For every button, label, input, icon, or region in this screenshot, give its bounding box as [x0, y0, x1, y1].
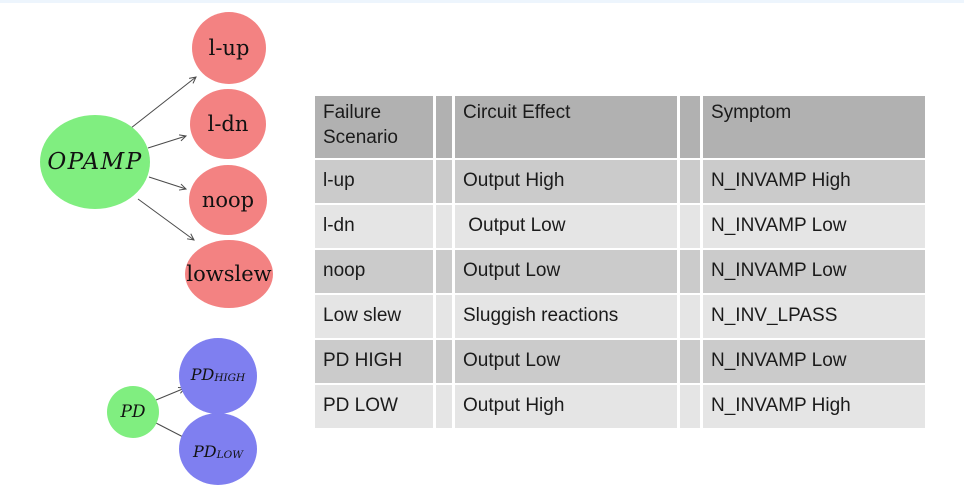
node-opamp-label: OPAMP	[47, 149, 142, 175]
cell-symptom: N_INVAMP High	[703, 385, 925, 428]
row-spacer	[436, 250, 452, 293]
col-header-failure-scenario: Failure Scenario	[315, 96, 433, 158]
col-header-symptom: Symptom	[703, 96, 925, 158]
header-spacer-2	[680, 96, 700, 158]
cell-effect: Sluggish reactions	[455, 295, 677, 338]
cell-scenario: noop	[315, 250, 433, 293]
row-spacer	[680, 385, 700, 428]
row-spacer	[680, 205, 700, 248]
node-lowslew-label: lowslew	[186, 262, 271, 286]
arrow-opamp-lowslew	[137, 198, 195, 241]
cell-effect: Output High	[455, 385, 677, 428]
header-spacer-1	[436, 96, 452, 158]
cell-effect: Output Low	[455, 250, 677, 293]
cell-scenario: PD HIGH	[315, 340, 433, 383]
node-pd-low-label: PDLOW	[192, 442, 244, 462]
cell-scenario: Low slew	[315, 295, 433, 338]
row-spacer	[436, 340, 452, 383]
node-noop-label: noop	[202, 188, 254, 212]
node-pd-high-label: PDHIGH	[190, 365, 246, 385]
fault-tree-diagram: OPAMP l-up l-dn noop lowslew PD PDHIGH P…	[40, 12, 273, 485]
row-spacer	[680, 295, 700, 338]
node-l-dn	[190, 89, 266, 159]
node-lowslew	[185, 240, 273, 308]
node-pd-high	[179, 338, 257, 414]
arrow-opamp-noop	[148, 176, 188, 191]
arrow-opamp-lup	[130, 76, 197, 129]
arrow-pd-pdhigh	[155, 387, 187, 401]
row-spacer	[436, 205, 452, 248]
cell-scenario: l-up	[315, 160, 433, 203]
cell-symptom: N_INVAMP Low	[703, 340, 925, 383]
col-header-circuit-effect: Circuit Effect	[455, 96, 677, 158]
row-spacer	[436, 160, 452, 203]
pd-low-base: PD	[192, 442, 217, 461]
cell-scenario: PD LOW	[315, 385, 433, 428]
node-pd-label: PD	[119, 402, 145, 422]
row-spacer	[680, 160, 700, 203]
node-l-dn-label: l-dn	[208, 112, 249, 136]
pd-high-base: PD	[190, 365, 215, 384]
cell-symptom: N_INVAMP Low	[703, 250, 925, 293]
pd-high-sub: HIGH	[213, 372, 246, 384]
cell-symptom: N_INVAMP High	[703, 160, 925, 203]
cell-symptom: N_INV_LPASS	[703, 295, 925, 338]
cell-symptom: N_INVAMP Low	[703, 205, 925, 248]
node-pd	[107, 386, 159, 438]
top-border	[0, 0, 964, 3]
node-l-up	[192, 12, 266, 84]
cell-scenario: l-dn	[315, 205, 433, 248]
arrow-opamp-ldn	[147, 134, 188, 149]
node-pd-low	[179, 413, 257, 485]
cell-effect: Output High	[455, 160, 677, 203]
node-noop	[189, 165, 267, 235]
row-spacer	[436, 295, 452, 338]
pd-low-sub: LOW	[216, 449, 245, 461]
failure-scenario-table: Failure Scenario Circuit Effect Symptom …	[315, 96, 925, 428]
row-spacer	[680, 250, 700, 293]
node-l-up-label: l-up	[209, 36, 250, 60]
row-spacer	[680, 340, 700, 383]
row-spacer	[436, 385, 452, 428]
cell-effect: Output Low	[455, 340, 677, 383]
node-opamp	[40, 115, 150, 209]
cell-effect: Output Low	[455, 205, 677, 248]
